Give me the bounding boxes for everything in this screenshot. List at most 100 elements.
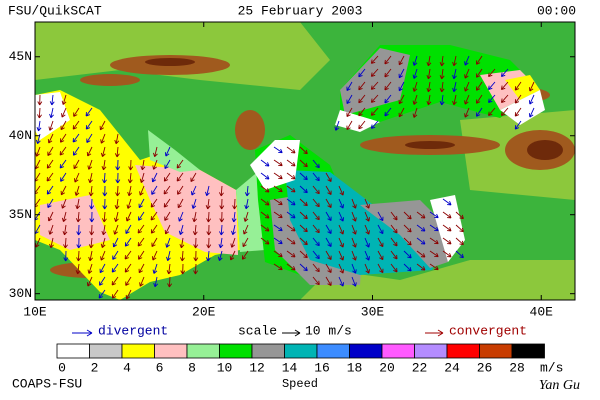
colorbar-unit: m/s xyxy=(540,360,563,375)
wind-arrow xyxy=(455,250,464,259)
wind-arrow xyxy=(231,224,236,236)
colorbar-box xyxy=(56,343,90,359)
lon-label: 20E xyxy=(192,304,216,319)
wind-arrow xyxy=(229,250,236,261)
wind-arrow xyxy=(429,237,439,245)
wind-arrow xyxy=(60,185,67,196)
colorbar-tick: 22 xyxy=(412,360,428,375)
date: 25 February 2003 xyxy=(238,3,363,18)
wind-arrow xyxy=(370,68,379,77)
wind-arrow xyxy=(46,185,54,195)
wind-arrow xyxy=(384,107,392,117)
wind-arrow xyxy=(177,185,184,195)
wind-arrow xyxy=(358,68,366,78)
wind-arrow xyxy=(49,237,54,249)
wind-arrow xyxy=(426,81,432,93)
colorbar-tick: 4 xyxy=(123,360,131,375)
wind-arrow xyxy=(299,250,308,259)
wind-arrow xyxy=(60,172,67,182)
wind-arrow xyxy=(338,276,345,287)
wind-arrow xyxy=(398,55,405,66)
wind-arrow xyxy=(429,250,439,258)
wind-arrow xyxy=(390,237,398,247)
wind-arrow xyxy=(384,68,392,78)
wind-arrow xyxy=(338,250,345,261)
wind-arrow xyxy=(35,237,41,248)
wind-arrow xyxy=(338,224,345,235)
wind-arrow xyxy=(351,276,357,287)
wind-arrow xyxy=(47,133,54,144)
wind-arrow xyxy=(325,237,332,248)
wind-arrow xyxy=(61,107,67,118)
wind-arrow xyxy=(338,211,345,222)
wind-arrow xyxy=(273,263,283,271)
wind-arrow xyxy=(299,159,308,168)
colorbar-tick: 20 xyxy=(379,360,395,375)
time: 00:00 xyxy=(537,3,576,18)
wind-arrow xyxy=(390,250,398,260)
wind-arrow xyxy=(101,159,107,171)
wind-arrow xyxy=(452,68,457,80)
colorbar-box xyxy=(316,343,350,359)
wind-arrow xyxy=(72,133,80,143)
wind-arrow xyxy=(476,107,483,117)
lon-label: 10E xyxy=(23,304,47,319)
colorbar-box xyxy=(381,343,415,359)
wind-arrow xyxy=(488,68,496,78)
wind-arrow xyxy=(243,224,249,235)
wind-arrow xyxy=(370,55,379,64)
wind-arrow xyxy=(403,263,412,272)
wind-arrow xyxy=(85,107,93,117)
lat-label: 30N xyxy=(9,286,32,301)
wind-arrow xyxy=(206,224,212,236)
wind-arrow xyxy=(442,224,452,232)
wind-arrow xyxy=(206,211,212,223)
wind-arrow xyxy=(153,146,158,158)
lat-label: 45N xyxy=(9,49,32,64)
wind-arrow xyxy=(325,276,332,287)
wind-arrow xyxy=(111,276,119,286)
colorbar-box xyxy=(186,343,220,359)
wind-arrow xyxy=(190,185,197,196)
wind-arrow xyxy=(452,94,457,106)
wind-arrow xyxy=(476,55,483,65)
wind-arrow xyxy=(377,211,384,222)
colorbar-box xyxy=(89,343,123,359)
wind-arrow xyxy=(455,237,464,246)
wind-arrow xyxy=(166,263,172,275)
wind-arrow xyxy=(334,120,340,131)
wind-arrow xyxy=(61,198,67,209)
wind-arrow xyxy=(114,146,120,158)
wind-arrow xyxy=(464,55,470,66)
wind-arrow xyxy=(74,172,80,183)
wind-arrow xyxy=(500,68,509,77)
wind-arrow xyxy=(137,237,145,247)
wind-arrow xyxy=(346,81,353,92)
wind-arrow xyxy=(464,107,470,118)
wind-arrow xyxy=(488,94,496,104)
wind-arrow xyxy=(128,159,134,171)
wind-arrow xyxy=(429,211,439,219)
wind-arrow xyxy=(286,172,296,180)
wind-arrow xyxy=(176,172,184,182)
wind-arrow xyxy=(88,237,94,249)
wind-arrow xyxy=(377,224,384,235)
wind-arrow xyxy=(384,81,392,91)
wind-arrow xyxy=(102,198,108,210)
wind-arrow xyxy=(403,211,412,220)
wind-arrow xyxy=(219,211,225,223)
wind-arrow xyxy=(139,172,145,183)
wind-arrow xyxy=(180,263,186,275)
wind-arrow xyxy=(112,237,119,248)
wind-arrow xyxy=(164,211,171,221)
wind-arrow xyxy=(370,94,379,103)
wind-arrow xyxy=(218,237,224,249)
wind-arrow xyxy=(193,237,199,249)
wind-arrow xyxy=(364,211,370,222)
wind-arrow xyxy=(47,198,54,208)
wind-arrow xyxy=(398,107,405,118)
wind-arrow xyxy=(370,120,379,129)
wind-arrow xyxy=(47,211,54,222)
wind-arrow xyxy=(180,250,185,262)
